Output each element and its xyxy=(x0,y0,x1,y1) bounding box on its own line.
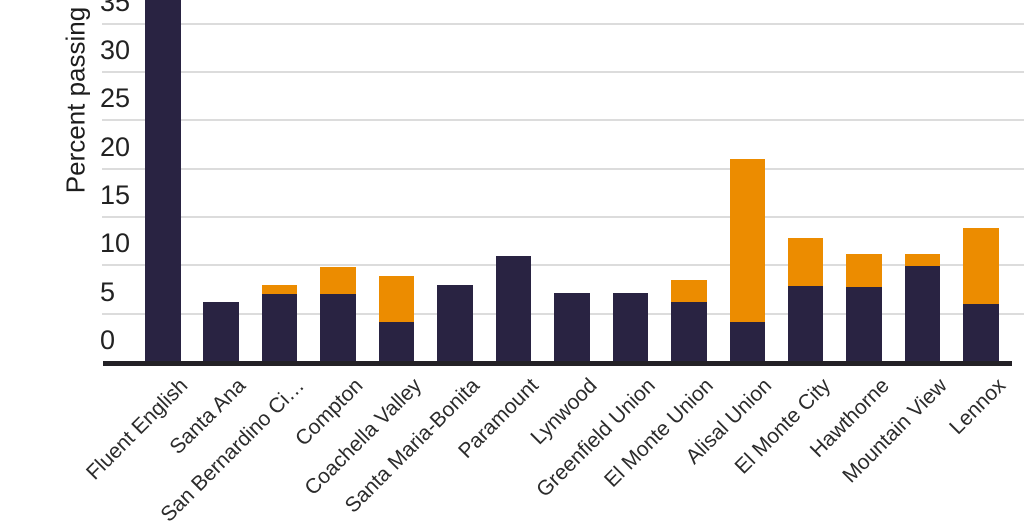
y-tick-label: 30 xyxy=(100,35,131,66)
bar-segment-navy xyxy=(612,293,649,363)
y-tick-label: 10 xyxy=(100,228,131,259)
bar-segment-navy xyxy=(729,322,765,363)
bar-segment-orange xyxy=(261,284,298,295)
x-category-label: Lennox xyxy=(945,374,1011,439)
y-tick-label: 0 xyxy=(100,325,116,355)
gridline xyxy=(102,119,1024,122)
bar-segment-navy xyxy=(787,285,824,363)
gridline xyxy=(102,22,1024,25)
bar-segment-navy xyxy=(963,304,999,363)
bar-segment-navy xyxy=(671,302,707,363)
bar-segment-navy xyxy=(495,255,532,363)
y-tick-label: 15 xyxy=(100,180,131,211)
bar-segment-navy xyxy=(554,293,590,363)
y-tick-label: 20 xyxy=(100,131,131,162)
gridline xyxy=(102,216,1024,219)
x-axis-line xyxy=(103,361,1012,366)
bar-segment-orange xyxy=(378,275,415,323)
y-tick-label: 5 xyxy=(100,276,116,307)
bar-segment-navy xyxy=(846,286,882,363)
stacked-bar-chart: Percent passing 0 5 10 15 20 25 30 35 Fluent En… xyxy=(60,0,1024,526)
bar-segment-orange xyxy=(320,267,356,295)
bar-segment-navy xyxy=(904,266,941,363)
bar-segment-navy xyxy=(437,284,473,363)
gridline xyxy=(102,167,1024,170)
bar-segment-navy xyxy=(203,302,239,363)
y-axis-title: Percent passing xyxy=(60,6,91,194)
bar-segment-orange xyxy=(963,227,999,304)
bar-segment-orange xyxy=(729,159,765,323)
bar-segment-navy xyxy=(320,294,356,363)
y-tick-label: 25 xyxy=(100,83,131,114)
bar-segment-orange xyxy=(787,238,824,286)
gridline xyxy=(102,264,1024,267)
bar-segment-navy xyxy=(261,294,298,363)
bar-segment-orange xyxy=(671,279,707,303)
x-category-label: Mountain View xyxy=(838,374,952,488)
y-tick-label: 35 xyxy=(100,0,131,17)
bar-segment-orange xyxy=(904,253,941,267)
gridline xyxy=(102,71,1024,74)
bar-segment-navy xyxy=(145,0,181,363)
bar-segment-navy xyxy=(378,322,415,363)
bar-segment-orange xyxy=(846,253,882,287)
x-category-label: Fluent English xyxy=(81,374,193,485)
